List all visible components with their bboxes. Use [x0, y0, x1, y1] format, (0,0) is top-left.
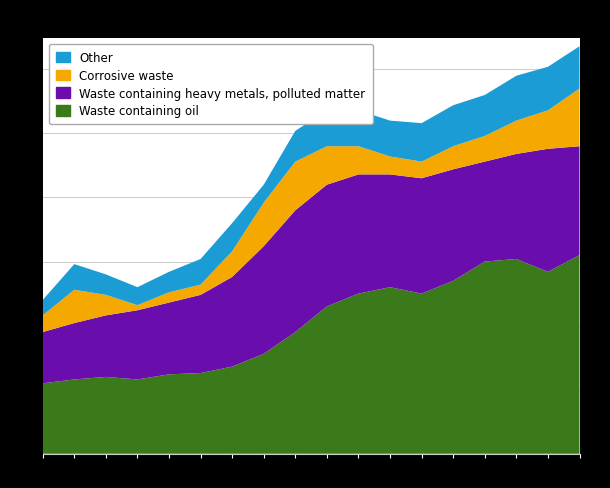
Legend: Other, Corrosive waste, Waste containing heavy metals, polluted matter, Waste co: Other, Corrosive waste, Waste containing… [49, 45, 373, 125]
